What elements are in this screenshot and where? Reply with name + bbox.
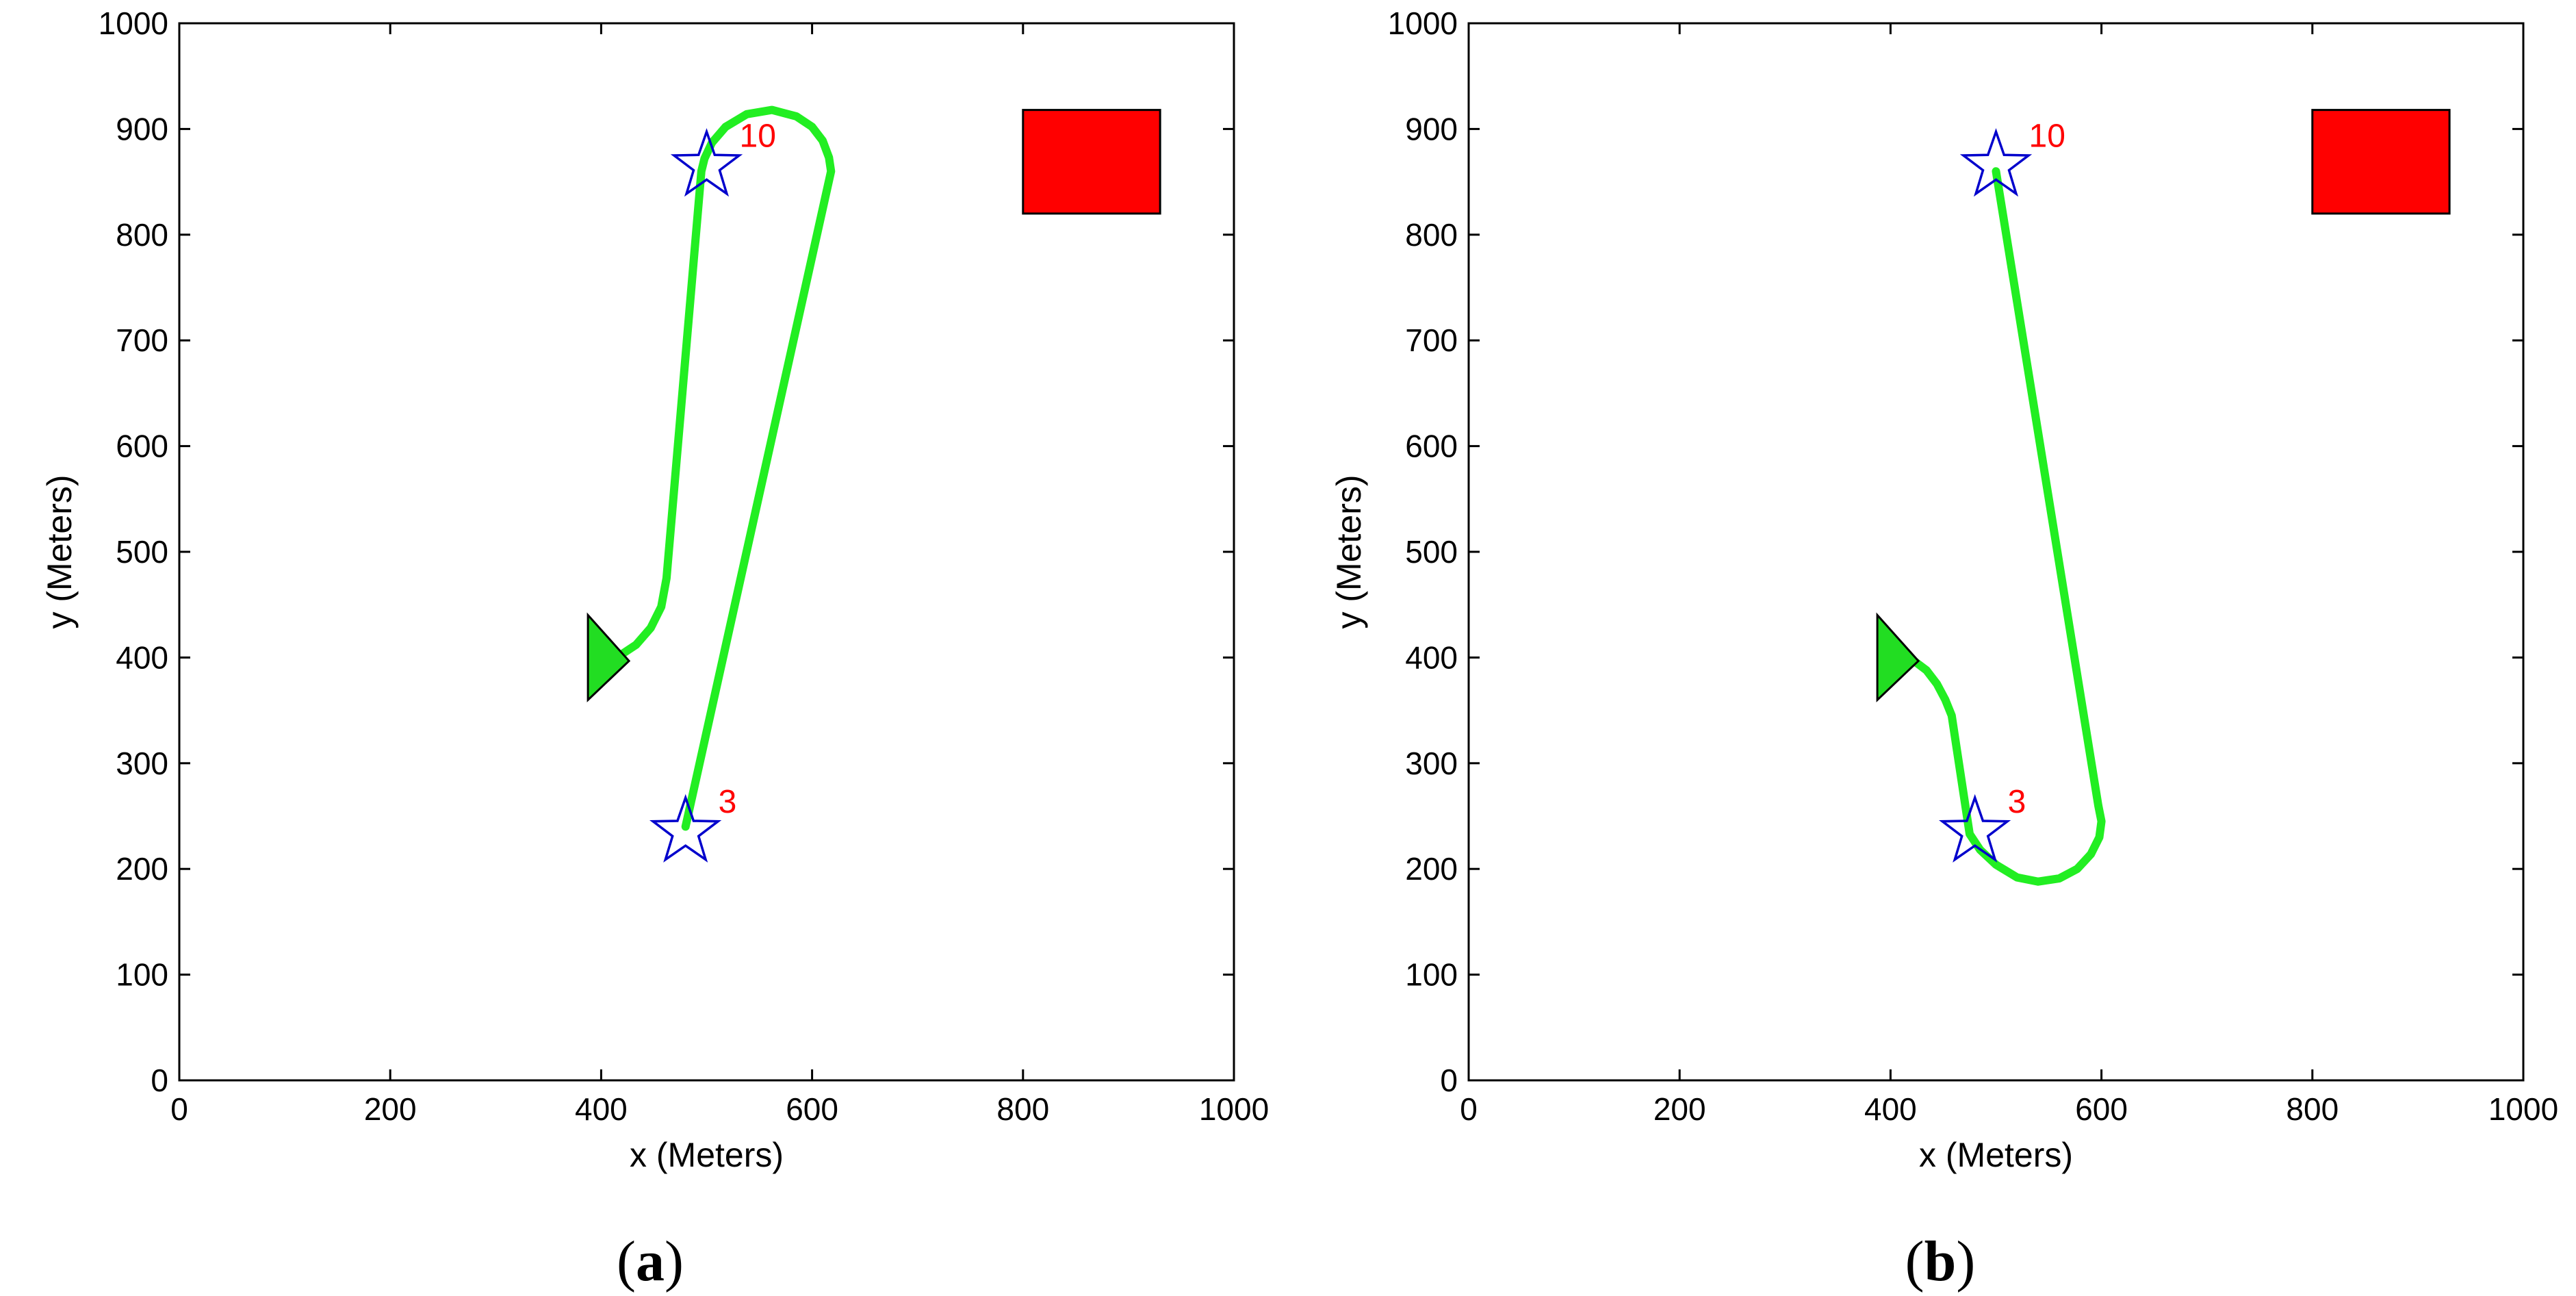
obstacle-rect <box>2311 109 2451 215</box>
y-tick-label: 900 <box>116 111 168 147</box>
x-tick-label: 200 <box>1653 1091 1706 1127</box>
panel-caption: (a) <box>617 1230 684 1293</box>
waypoint-star <box>670 128 743 197</box>
caption-open-paren: ( <box>1905 1230 1924 1293</box>
y-tick-label: 1000 <box>99 5 168 41</box>
x-tick-label: 0 <box>1460 1091 1478 1127</box>
panel-caption: (b) <box>1905 1230 1976 1293</box>
y-tick-label: 0 <box>151 1063 168 1098</box>
y-tick-label: 800 <box>1405 217 1458 253</box>
y-tick-label: 500 <box>1405 534 1458 570</box>
caption-open-paren: ( <box>617 1230 636 1293</box>
vehicle-marker <box>587 612 631 702</box>
path-line <box>602 105 836 831</box>
y-tick-label: 200 <box>116 851 168 887</box>
y-tick-label: 200 <box>1405 851 1458 887</box>
y-tick-label: 800 <box>116 217 168 253</box>
x-tick-label: 0 <box>170 1091 188 1127</box>
y-tick-label: 500 <box>116 534 168 570</box>
y-tick-label: 700 <box>116 322 168 358</box>
y-tick-label: 900 <box>1405 111 1458 147</box>
path-line <box>1896 167 2106 886</box>
waypoint-star <box>1939 793 2011 863</box>
x-tick-label: 600 <box>786 1091 838 1127</box>
caption-letter: a <box>636 1230 665 1293</box>
y-tick-label: 300 <box>116 746 168 781</box>
waypoint-label: 3 <box>719 784 737 820</box>
x-tick-label: 600 <box>2075 1091 2128 1127</box>
caption-close-paren: ) <box>1956 1230 1975 1293</box>
x-tick-label: 400 <box>575 1091 628 1127</box>
y-axis-label: y (Meters) <box>1330 475 1368 629</box>
y-axis-label: y (Meters) <box>40 475 79 629</box>
waypoint-star <box>1959 128 2033 197</box>
x-tick-label: 1000 <box>1199 1091 1269 1127</box>
caption-close-paren: ) <box>665 1230 684 1293</box>
waypoint-star <box>649 793 722 863</box>
y-tick-label: 1000 <box>1388 5 1458 41</box>
waypoint-label: 3 <box>2008 784 2026 820</box>
y-tick-label: 100 <box>116 957 168 993</box>
y-tick-label: 400 <box>1405 639 1458 675</box>
obstacle-rect <box>1022 109 1161 215</box>
y-tick-label: 400 <box>116 639 168 675</box>
waypoint-label: 10 <box>2029 118 2065 154</box>
x-axis-label: x (Meters) <box>1919 1136 2073 1174</box>
x-axis-label: x (Meters) <box>630 1136 784 1174</box>
y-tick-label: 600 <box>1405 429 1458 464</box>
y-tick-label: 300 <box>1405 746 1458 781</box>
y-tick-label: 100 <box>1405 957 1458 993</box>
caption-letter: b <box>1924 1230 1957 1293</box>
x-tick-label: 400 <box>1864 1091 1917 1127</box>
panel-a: 10 3 0 200 400 600 800 1000 0 100 200 300 400 500 600 7… <box>40 5 1269 1293</box>
x-tick-label: 800 <box>2286 1091 2339 1127</box>
waypoint-label: 10 <box>740 118 776 154</box>
panel-b: 10 3 0 200 400 600 800 1000 0 100 200 300 400 500 600 7… <box>1330 5 2558 1293</box>
y-tick-label: 600 <box>116 429 168 464</box>
x-tick-label: 1000 <box>2488 1091 2558 1127</box>
x-tick-label: 200 <box>364 1091 417 1127</box>
y-tick-label: 700 <box>1405 322 1458 358</box>
y-tick-label: 0 <box>1440 1063 1458 1098</box>
x-tick-label: 800 <box>996 1091 1049 1127</box>
vehicle-marker <box>1876 612 1920 702</box>
